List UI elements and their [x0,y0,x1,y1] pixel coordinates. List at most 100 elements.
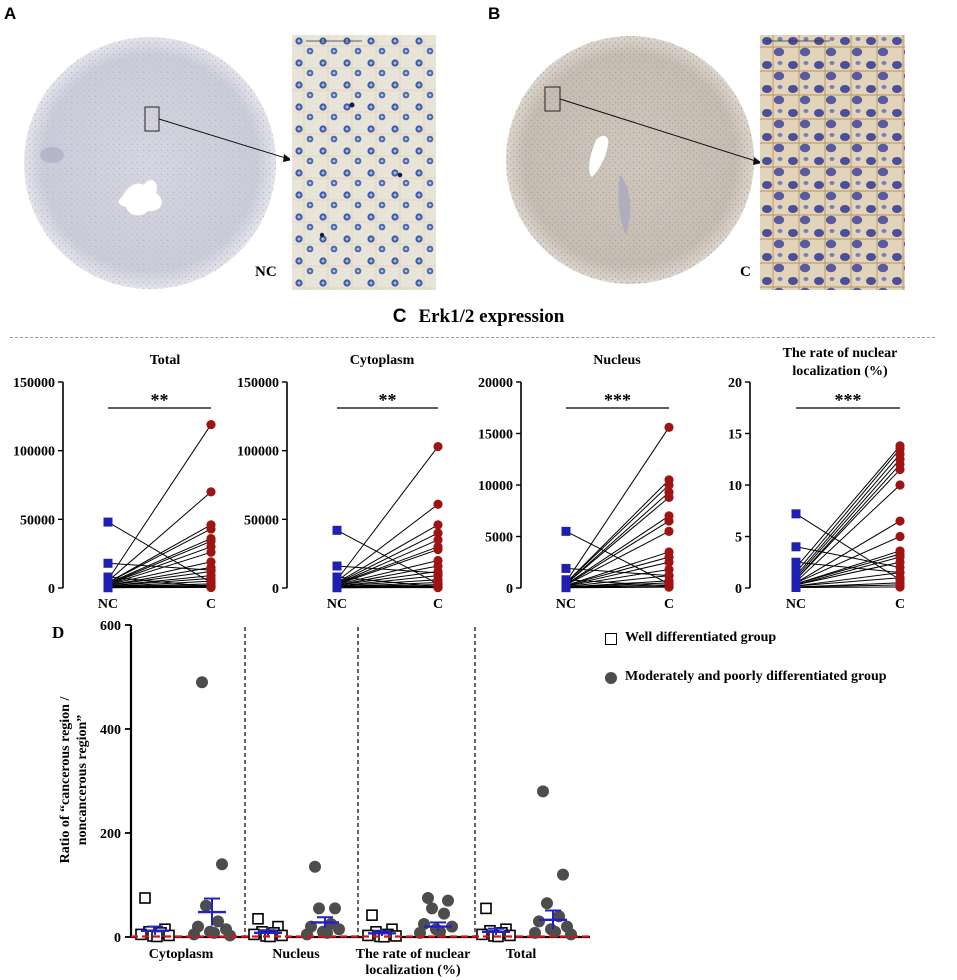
y-tick-label: 15000 [478,428,513,443]
pair-line [107,491,212,582]
pair-line [336,546,439,585]
panel-letter-d: D [52,623,64,642]
pair-line [795,469,901,581]
significance-marker: ** [151,390,169,410]
moderately-poorly-point [313,902,325,915]
legend-label-moderately-poorly-differentiated: Moderately and poorly differentiated gro… [625,669,887,684]
significance-marker: *** [604,390,631,410]
pair-line [336,529,439,585]
moderately-poorly-point [426,902,438,915]
moderately-poorly-point [557,868,569,881]
pair-line [336,571,439,586]
pair-line [795,453,901,576]
c-point [895,464,905,475]
pair-line [107,538,212,584]
panel-d-y-axis-title-line-1: Ratio of “cancerous region / [58,696,73,864]
panel-c-header: C Erk1/2 expression [0,306,957,328]
paired-chart-total: 0 50000 100000 150000 NC C ** [13,376,216,612]
well-differentiated-point [476,928,488,941]
chart-title-nuclear-rate-line-1: The rate of nuclear [782,346,898,361]
c-point [206,419,216,430]
pair-line [795,484,901,583]
moderately-poorly-point [329,902,341,915]
y-tick-label: 10000 [478,479,513,494]
micrograph-cancer-tissue-core [500,35,762,290]
c-point [206,524,216,534]
pair-line [565,515,670,585]
nc-point [791,557,801,567]
x-tick-label-c: C [433,597,443,612]
y-tick-label: 200 [100,827,121,842]
pair-line [795,553,901,585]
c-point [895,582,905,592]
pair-line [795,464,901,581]
pair-line [107,561,212,586]
pair-line [795,546,901,568]
paired-chart-cytoplasm: 0 50000 100000 150000 NC C ** [237,376,443,612]
c-point [433,441,443,452]
c-point [664,480,674,490]
legend-label-well-differentiated: Well differentiated group [625,630,777,645]
nc-point [332,583,342,593]
nc-point [561,526,571,536]
pair-line [795,458,901,579]
nc-point [103,583,113,593]
pair-line [107,524,212,583]
x-tick-label-c: C [895,597,905,612]
c-point [433,535,443,545]
moderately-poorly-point [541,897,553,910]
pair-line [795,586,901,588]
pair-line [336,575,439,587]
pair-line [107,546,212,585]
nc-point [332,561,342,571]
c-point [895,531,905,542]
pair-line [565,491,670,585]
c-point [206,547,216,557]
moderately-poorly-point [333,923,345,936]
c-point [433,582,443,593]
y-tick-label: 0 [272,582,279,597]
pair-line [565,584,670,588]
pair-line [107,521,212,583]
c-point [895,480,905,490]
y-tick-label: 0 [48,582,55,597]
pair-line [107,566,212,586]
y-tick-label: 20000 [478,376,513,391]
pair-line [795,556,901,586]
c-point [895,516,905,526]
y-tick-label: 5000 [485,531,513,546]
y-tick-label: 50000 [20,513,55,528]
pair-line [336,446,439,581]
pair-line [336,565,439,586]
chart-title-nuclear-rate: The rate of nuclear localization (%) [760,345,920,381]
c-point [433,528,443,538]
moderately-poorly-point [216,858,228,871]
c-point [664,422,674,432]
c-point [433,520,443,530]
x-category-label: Total [506,947,537,962]
micrograph-normal-tissue-zoom [292,35,436,290]
x-tick-label-nc: NC [327,597,347,612]
y-tick-label: 100000 [13,445,55,460]
pair-line [795,577,901,587]
nc-point [103,517,113,527]
y-tick-label: 150000 [237,376,279,391]
pair-line [565,575,670,587]
pair-line [565,568,670,587]
filled-circle-marker-icon [605,672,617,684]
pair-line [107,562,212,571]
chart-title-nuclear-rate-line-2: localization (%) [792,364,888,379]
moderately-poorly-point [200,899,212,912]
pair-line [107,577,212,587]
c-point [206,582,216,593]
x-category-label: localization (%) [365,963,461,978]
pair-line [107,571,212,586]
nc-point [791,562,801,572]
pair-line [795,445,901,568]
micrograph-normal-tissue-core [10,35,290,290]
moderately-poorly-point [188,928,200,941]
nc-point [561,583,571,593]
x-tick-label-c: C [664,597,674,612]
panel-c-title: Erk1/2 expression [418,306,565,327]
panel-letter-c: C [392,306,407,327]
